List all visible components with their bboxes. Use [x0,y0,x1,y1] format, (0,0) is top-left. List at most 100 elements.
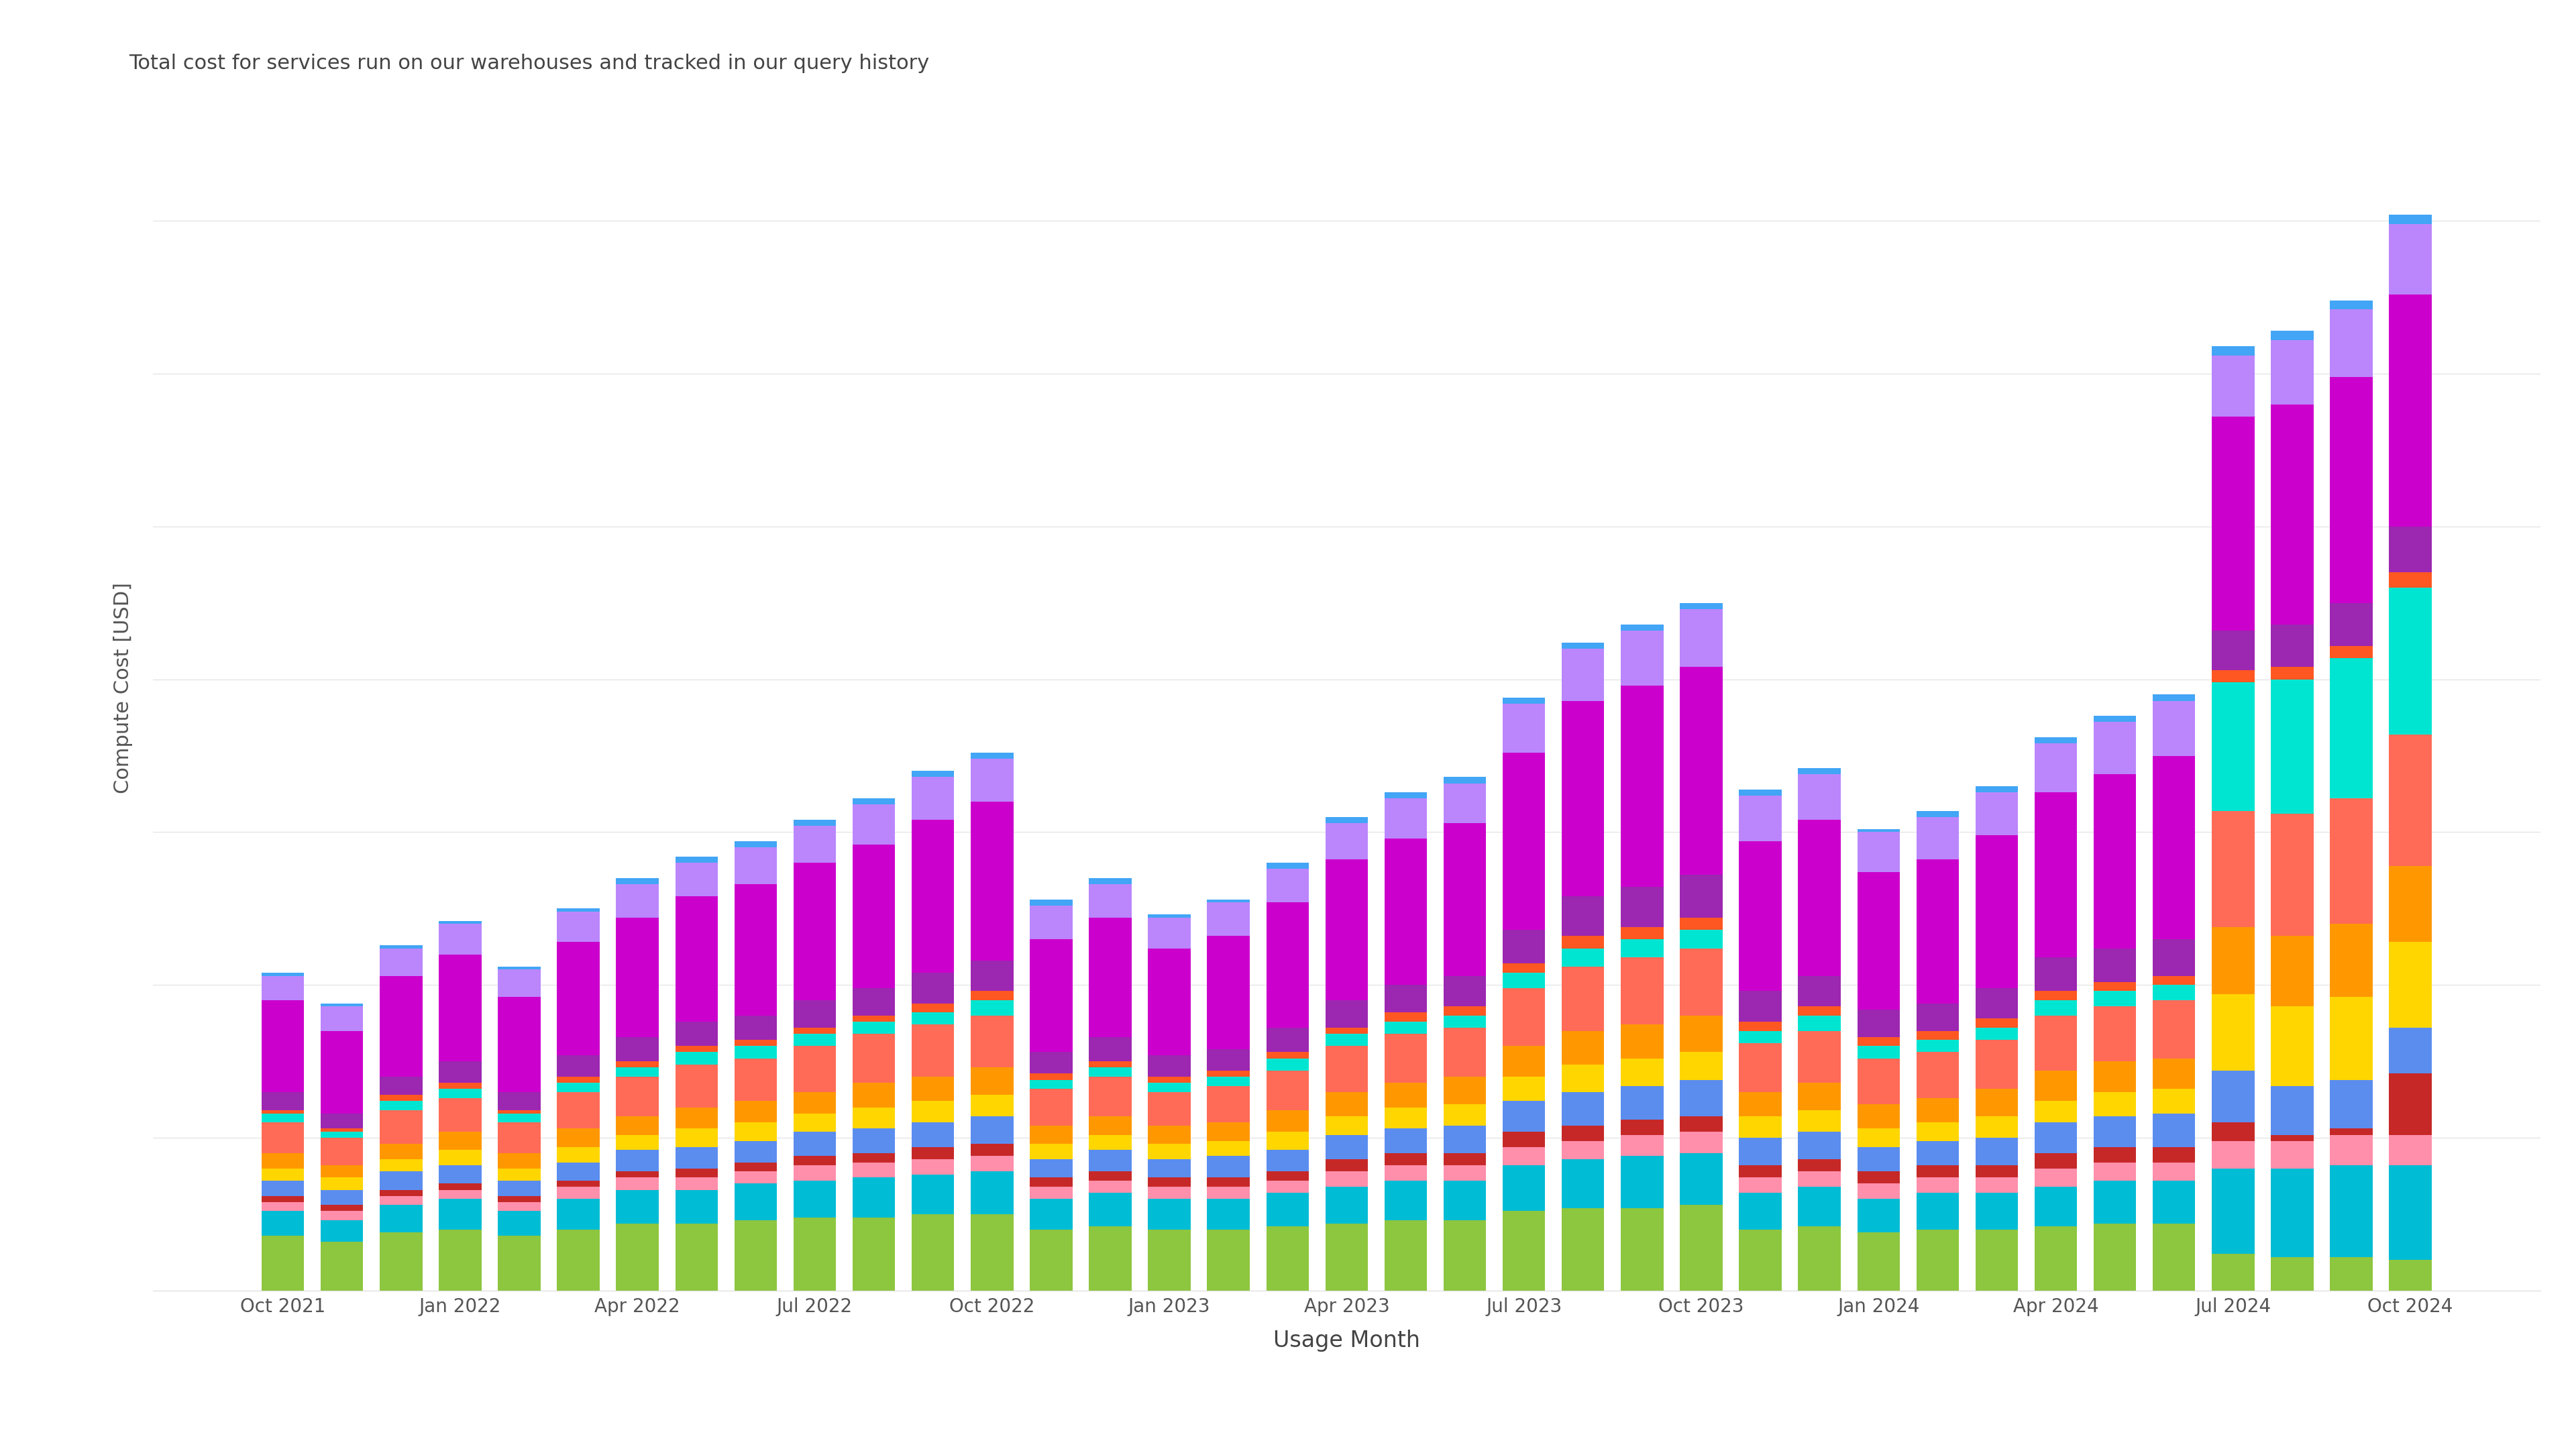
Bar [438,1082,482,1088]
Bar [2035,1153,2076,1168]
Bar [556,1077,600,1082]
Bar [1680,667,1723,875]
Bar [912,771,953,777]
Bar [2272,1140,2313,1168]
Bar [2154,1181,2195,1223]
Bar [1208,1187,1249,1198]
Bar [1976,787,2017,793]
Bar [1149,1093,1190,1126]
Bar [734,1123,778,1140]
Bar [1030,1159,1072,1178]
Bar [734,1016,778,1040]
Bar [1443,1165,1486,1181]
Bar [1030,1074,1072,1080]
Bar [734,1162,778,1171]
Bar [853,1153,894,1162]
Bar [2094,722,2136,774]
Bar [497,997,541,1093]
Bar [2331,646,2372,658]
Bar [1502,1148,1546,1165]
Bar [1857,1037,1899,1046]
Bar [2388,294,2432,526]
Bar [853,1082,894,1107]
Bar [1267,1052,1309,1058]
Bar [912,1175,953,1214]
Bar [1561,649,1605,701]
Bar [1680,948,1723,1016]
Bar [319,1030,363,1113]
Bar [1976,1165,2017,1178]
Bar [1917,1123,1958,1140]
Bar [1917,811,1958,817]
Bar [2154,1148,2195,1162]
Bar [379,1206,422,1233]
Bar [1090,1135,1131,1151]
Bar [616,1061,659,1068]
Bar [1917,1165,1958,1178]
Bar [1857,1171,1899,1184]
Bar [1976,1137,2017,1165]
Bar [2035,743,2076,793]
Bar [1798,1030,1842,1082]
Bar [675,1046,719,1052]
Bar [1976,1193,2017,1229]
Bar [793,820,837,826]
Bar [1976,988,2017,1019]
Bar [2272,667,2313,680]
Bar [1620,1058,1664,1085]
Bar [2154,1058,2195,1088]
Bar [1739,1229,1783,1291]
Bar [1443,1007,1486,1016]
Bar [556,942,600,1055]
Bar [556,1198,600,1229]
Bar [1383,1181,1427,1220]
Bar [793,1217,837,1291]
Bar [2331,658,2372,798]
Bar [1680,875,1723,917]
Bar [379,948,422,975]
Bar [1561,966,1605,1030]
Bar [2154,756,2195,939]
Bar [379,1190,422,1195]
Bar [2331,300,2372,310]
Bar [853,1016,894,1022]
Bar [1680,603,1723,609]
Bar [1976,1088,2017,1116]
Bar [1561,1126,1605,1140]
Bar [1383,1165,1427,1181]
Bar [1561,1093,1605,1126]
Bar [1857,1010,1899,1037]
Bar [1857,1233,1899,1291]
Bar [2035,1000,2076,1016]
Bar [1739,796,1783,842]
Bar [2331,798,2372,924]
Bar [2094,716,2136,722]
Bar [1561,948,1605,966]
Bar [1267,1110,1309,1132]
Bar [1739,1030,1783,1043]
Bar [971,1095,1012,1116]
Bar [1030,1088,1072,1126]
Bar [319,1129,363,1132]
Bar [1917,859,1958,1003]
Bar [1739,1043,1783,1093]
Bar [2388,225,2432,294]
Bar [2154,1000,2195,1058]
Bar [853,1217,894,1291]
Bar [1149,917,1190,948]
Bar [1857,829,1899,832]
Bar [263,1110,304,1113]
Bar [2035,1071,2076,1101]
Bar [1798,768,1842,774]
Bar [2272,814,2313,936]
Bar [497,966,541,969]
Bar [263,1236,304,1291]
Bar [1208,1123,1249,1140]
Bar [1620,630,1664,685]
Bar [1324,859,1368,1000]
Bar [2154,985,2195,1000]
Bar [734,1040,778,1046]
Bar [1267,1027,1309,1052]
Bar [379,1171,422,1190]
Bar [675,862,719,897]
